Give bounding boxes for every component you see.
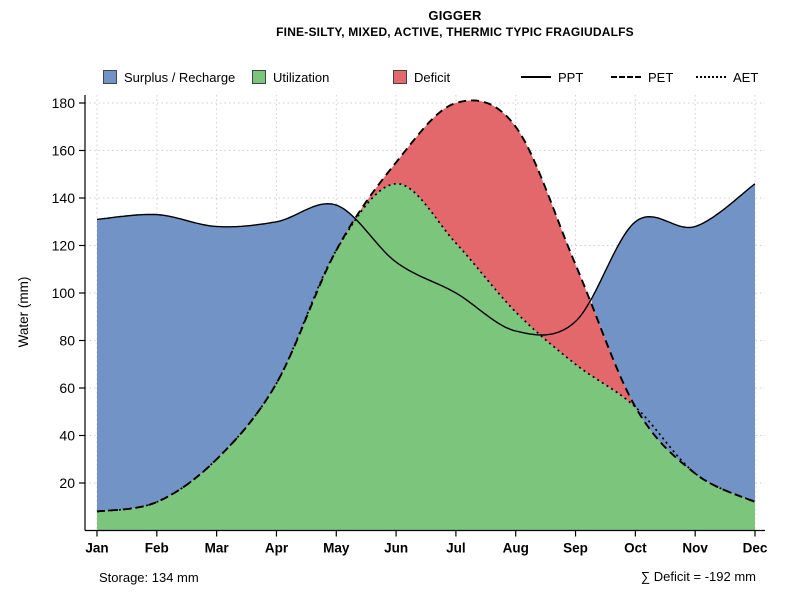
legend-label-surplus: Surplus / Recharge: [124, 69, 236, 85]
svg-text:140: 140: [52, 190, 76, 206]
svg-text:Aug: Aug: [503, 541, 529, 556]
legend-item-pet: PET: [611, 69, 673, 85]
legend-item-aet: AET: [696, 69, 758, 85]
svg-text:Oct: Oct: [624, 541, 647, 556]
legend-item-surplus: Surplus / Recharge: [103, 69, 235, 85]
svg-text:100: 100: [52, 285, 76, 301]
legend-label-aet: AET: [733, 69, 759, 85]
legend-item-ppt: PPT: [521, 69, 583, 85]
legend-label-pet: PET: [648, 69, 674, 85]
svg-text:120: 120: [52, 238, 76, 254]
svg-text:Apr: Apr: [265, 541, 289, 556]
legend-item-utilization: Utilization: [252, 69, 329, 85]
legend-label-deficit: Deficit: [414, 69, 451, 85]
svg-text:May: May: [323, 541, 350, 556]
legend-label-ppt: PPT: [558, 69, 584, 85]
svg-text:Jul: Jul: [446, 541, 466, 556]
svg-text:20: 20: [59, 475, 75, 491]
aet-line-sample: [696, 76, 726, 78]
svg-text:160: 160: [52, 143, 76, 159]
chart-subtitle: FINE-SILTY, MIXED, ACTIVE, THERMIC TYPIC…: [276, 25, 634, 39]
svg-text:Nov: Nov: [682, 541, 708, 556]
svg-text:Feb: Feb: [145, 541, 169, 556]
legend-label-utilization: Utilization: [273, 69, 330, 85]
svg-text:40: 40: [59, 428, 75, 444]
surplus-swatch: [103, 70, 117, 84]
deficit-sum-text: ∑ Deficit = -192 mm: [640, 569, 756, 584]
legend-item-deficit: Deficit: [393, 69, 450, 85]
svg-text:80: 80: [59, 333, 75, 349]
svg-text:Jan: Jan: [85, 541, 108, 556]
svg-text:180: 180: [52, 95, 76, 111]
svg-text:Mar: Mar: [205, 541, 230, 556]
deficit-swatch: [393, 70, 407, 84]
pet-line-sample: [611, 76, 641, 78]
svg-text:Sep: Sep: [563, 541, 588, 556]
ppt-line-sample: [521, 76, 551, 78]
svg-text:60: 60: [59, 380, 75, 396]
svg-text:Dec: Dec: [743, 541, 768, 556]
utilization-swatch: [252, 70, 266, 84]
storage-text: Storage: 134 mm: [99, 570, 199, 585]
svg-text:Jun: Jun: [384, 541, 408, 556]
chart-title: GIGGER: [428, 8, 482, 23]
